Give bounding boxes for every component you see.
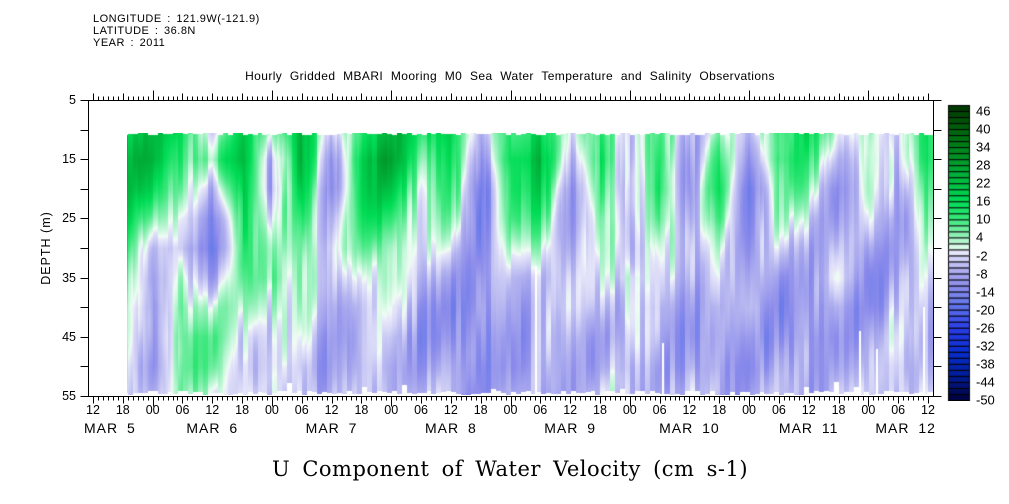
x-date-label: MAR 9 bbox=[544, 420, 597, 436]
x-hour-tick-label: 00 bbox=[264, 403, 279, 417]
latitude-label: LATITUDE : 36.8N bbox=[93, 25, 196, 37]
x-hour-tick-label: 00 bbox=[742, 403, 757, 417]
x-hour-tick-label: 06 bbox=[294, 403, 309, 417]
x-hour-tick-label: 00 bbox=[861, 403, 876, 417]
colorbar-tick-label: -44 bbox=[976, 374, 995, 390]
x-hour-tick-label: 12 bbox=[563, 403, 578, 417]
colorbar-tick-label: 40 bbox=[976, 121, 991, 137]
depth-tick-label: 15 bbox=[62, 152, 76, 167]
colorbar-tick-label: 28 bbox=[976, 157, 991, 173]
x-hour-tick-label: 18 bbox=[712, 403, 727, 417]
colorbar-tick-label: 34 bbox=[976, 139, 991, 155]
x-hour-tick-label: 06 bbox=[175, 403, 190, 417]
x-hour-tick-label: 12 bbox=[443, 403, 458, 417]
colorbar-tick-label: 22 bbox=[976, 175, 991, 191]
colorbar-tick-label: 4 bbox=[976, 229, 984, 245]
depth-tick-label: 35 bbox=[62, 270, 76, 285]
x-hour-tick-label: 00 bbox=[622, 403, 637, 417]
x-hour-tick-label: 06 bbox=[414, 403, 428, 417]
x-hour-tick-label: 06 bbox=[771, 403, 786, 417]
x-hour-tick-label: 18 bbox=[473, 403, 488, 417]
x-hour-tick-label: 06 bbox=[533, 403, 548, 417]
colorbar-tick-label: -32 bbox=[976, 338, 995, 354]
colorbar-tick-label: -14 bbox=[976, 284, 995, 300]
x-hour-tick-label: 06 bbox=[652, 403, 667, 417]
x-hour-tick-label: 12 bbox=[682, 403, 697, 417]
x-hour-tick-label: 18 bbox=[593, 403, 607, 417]
longitude-label: LONGITUDE : 121.9W(-121.9) bbox=[93, 13, 260, 25]
x-axis-title: U Component of Water Velocity (cm s-1) bbox=[271, 457, 749, 481]
x-date-label: MAR 5 bbox=[83, 420, 136, 436]
colorbar-tick-label: -38 bbox=[976, 356, 995, 372]
colorbar bbox=[947, 104, 971, 401]
colorbar-tick-label: 46 bbox=[976, 103, 991, 119]
x-hour-tick-label: 18 bbox=[115, 403, 130, 417]
x-hour-tick-label: 00 bbox=[503, 403, 518, 417]
chart-title: Hourly Gridded MBARI Mooring M0 Sea Wate… bbox=[245, 69, 775, 83]
x-hour-tick-label: 12 bbox=[324, 403, 339, 417]
depth-tick-label: 5 bbox=[69, 93, 76, 107]
x-hour-tick-label: 18 bbox=[831, 403, 846, 417]
x-hour-tick-label: 12 bbox=[921, 403, 935, 417]
x-hour-tick-label: 18 bbox=[235, 403, 250, 417]
depth-tick-label: 25 bbox=[62, 211, 76, 226]
colorbar-tick-label: -8 bbox=[976, 266, 988, 282]
colorbar-tick-label: 10 bbox=[976, 211, 991, 227]
x-hour-tick-label: 00 bbox=[384, 403, 399, 417]
x-hour-tick-label: 12 bbox=[801, 403, 816, 417]
x-hour-tick-label: 18 bbox=[354, 403, 369, 417]
colorbar-tick-label: -2 bbox=[976, 248, 988, 263]
y-axis-title: DEPTH (m) bbox=[39, 211, 53, 285]
x-hour-tick-label: 00 bbox=[145, 403, 160, 417]
x-date-label: MAR 6 bbox=[186, 420, 239, 436]
x-date-label: MAR 12 bbox=[875, 420, 936, 436]
colorbar-tick-label: -26 bbox=[976, 320, 995, 336]
x-date-label: MAR 8 bbox=[424, 420, 477, 436]
colorbar-tick-label: -20 bbox=[976, 302, 995, 318]
header-info: LONGITUDE : 121.9W(-121.9) LATITUDE : 36… bbox=[93, 13, 260, 49]
heatmap-canvas bbox=[127, 133, 933, 395]
x-hour-tick-label: 06 bbox=[891, 403, 906, 417]
x-hour-tick-label: 12 bbox=[86, 403, 100, 417]
year-label: YEAR : 2011 bbox=[93, 37, 166, 49]
x-date-label: MAR 7 bbox=[305, 420, 358, 436]
colorbar-tick-label: 16 bbox=[976, 193, 991, 209]
x-date-label: MAR 11 bbox=[778, 420, 839, 436]
depth-tick-label: 45 bbox=[62, 329, 76, 344]
colorbar-tick-label: -50 bbox=[976, 392, 995, 408]
x-hour-tick-label: 12 bbox=[205, 403, 220, 417]
x-date-label: MAR 10 bbox=[659, 420, 720, 436]
depth-tick-label: 55 bbox=[62, 389, 76, 403]
